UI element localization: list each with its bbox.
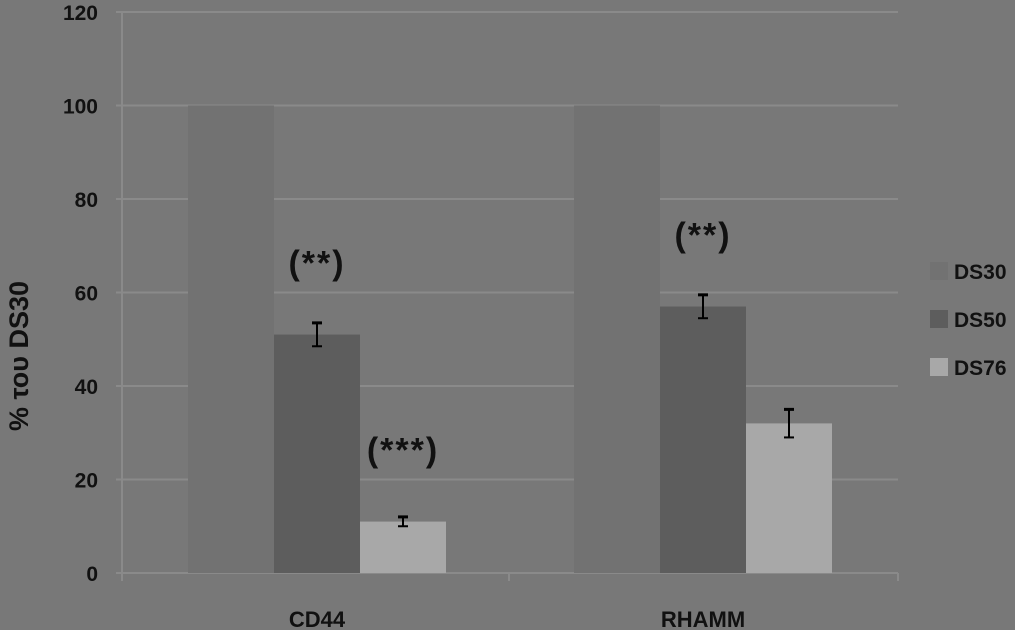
annotations: (**) (***) (**) (288, 217, 731, 470)
y-tick-label: 40 (75, 376, 98, 399)
legend: DS30 DS50 DS76 (930, 261, 1007, 380)
y-tick-label: 80 (75, 189, 98, 212)
bars (188, 105, 832, 573)
significance-annotation: (***) (367, 432, 439, 470)
legend-swatch-ds30 (930, 262, 948, 280)
legend-label-ds76: DS76 (954, 357, 1007, 380)
x-axis-categories: CD44 RHAMM (289, 607, 745, 630)
legend-label-ds50: DS50 (954, 309, 1007, 332)
bar-cd44-ds50 (274, 334, 360, 573)
x-category-label: CD44 (289, 607, 346, 630)
significance-annotation: (**) (288, 245, 345, 283)
legend-swatch-ds50 (930, 310, 948, 328)
bar-cd44-ds30 (188, 105, 274, 573)
bar-rhamm-ds30 (574, 105, 660, 573)
error-bars (312, 293, 794, 528)
y-tick-label: 100 (63, 96, 98, 119)
bar-cd44-ds76 (360, 521, 446, 573)
y-tick-label: 60 (75, 283, 98, 306)
y-tick-label: 0 (86, 563, 98, 586)
y-axis-label: % του DS30 (4, 281, 34, 431)
legend-label-ds30: DS30 (954, 261, 1007, 284)
significance-annotation: (**) (674, 217, 731, 255)
bar-rhamm-ds50 (660, 306, 746, 573)
legend-swatch-ds76 (930, 358, 948, 376)
bar-rhamm-ds76 (746, 423, 832, 573)
y-tick-label: 20 (75, 470, 98, 493)
y-tick-label: 120 (63, 2, 98, 25)
x-category-label: RHAMM (661, 607, 745, 630)
y-axis-ticks: 0 20 40 60 80 100 120 (63, 2, 98, 586)
